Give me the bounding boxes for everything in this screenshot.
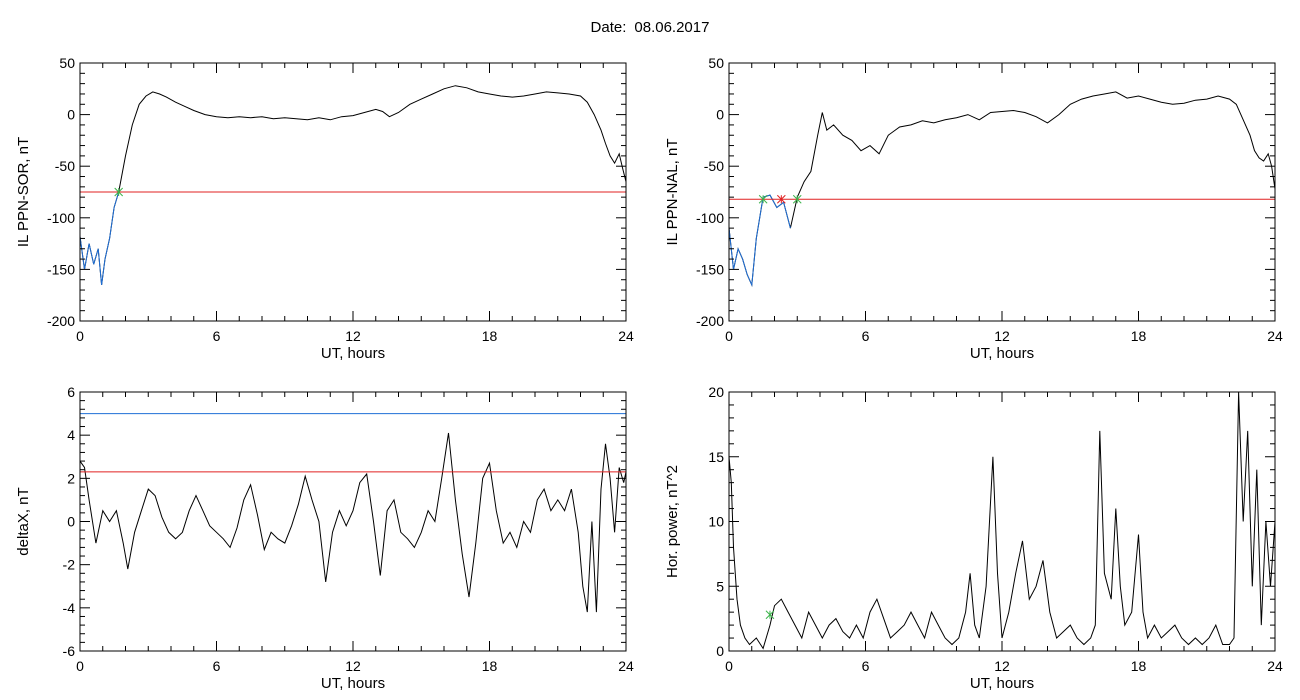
y-axis-label: IL PPN-NAL, nT bbox=[664, 139, 681, 246]
date-value: 08.06.2017 bbox=[634, 19, 710, 36]
series-line-0 bbox=[729, 91, 1275, 287]
x-tick-label: 12 bbox=[345, 658, 361, 674]
y-tick-label: -50 bbox=[55, 158, 75, 174]
x-tick-label: 18 bbox=[1131, 658, 1147, 674]
panel-il-ppn-nal: 0 6 12 18 24 -200 -150 -100 -50 0 50 UT, hours IL PP… bbox=[664, 55, 1283, 362]
y-tick-label: -6 bbox=[63, 643, 76, 659]
y-tick-label: 6 bbox=[67, 384, 75, 400]
series-line-0 bbox=[80, 85, 626, 285]
series-line-0 bbox=[80, 432, 626, 613]
marker-0 bbox=[765, 610, 775, 620]
x-tick-label: 18 bbox=[1131, 328, 1147, 344]
y-axis-label: IL PPN-SOR, nT bbox=[15, 137, 32, 247]
x-tick-label: 24 bbox=[1267, 658, 1283, 674]
y-tick-label: -100 bbox=[47, 210, 75, 226]
panel-il-ppn-sor: 0 6 12 18 24 -200 -150 -100 -50 0 50 UT, hours IL PP… bbox=[15, 55, 634, 362]
y-tick-label: 15 bbox=[708, 449, 724, 465]
series-line-0 bbox=[729, 392, 1275, 650]
y-tick-label: 0 bbox=[716, 107, 724, 123]
series-group bbox=[729, 91, 1275, 287]
y-tick-label: 4 bbox=[67, 427, 75, 443]
marker-1 bbox=[776, 194, 786, 204]
y-tick-label: 10 bbox=[708, 514, 724, 530]
series-group bbox=[80, 413, 626, 613]
x-tick-label: 24 bbox=[1267, 328, 1283, 344]
series-group bbox=[80, 85, 626, 285]
marker-0 bbox=[114, 187, 124, 197]
marker-0 bbox=[758, 194, 768, 204]
x-tick-label: 6 bbox=[862, 658, 870, 674]
x-axis-label: UT, hours bbox=[321, 345, 385, 362]
y-tick-label: -200 bbox=[696, 313, 724, 329]
x-tick-label: 12 bbox=[345, 328, 361, 344]
y-tick-label: 50 bbox=[59, 55, 75, 71]
y-axis-label: Hor. power, nT^2 bbox=[664, 465, 681, 578]
series-group bbox=[729, 392, 1275, 650]
x-tick-label: 24 bbox=[618, 658, 634, 674]
y-tick-label: -50 bbox=[704, 158, 724, 174]
x-tick-label: 6 bbox=[213, 328, 221, 344]
x-tick-label: 18 bbox=[482, 658, 498, 674]
x-tick-label: 0 bbox=[725, 658, 733, 674]
x-axis-label: UT, hours bbox=[970, 345, 1034, 362]
x-tick-label: 0 bbox=[725, 328, 733, 344]
x-tick-label: 0 bbox=[76, 328, 84, 344]
chart-title: Date: 08.06.2017 bbox=[0, 19, 1300, 36]
y-tick-label: -200 bbox=[47, 313, 75, 329]
x-tick-label: 6 bbox=[862, 328, 870, 344]
marker-2 bbox=[792, 194, 802, 204]
x-tick-label: 0 bbox=[76, 658, 84, 674]
y-tick-label: 0 bbox=[716, 643, 724, 659]
x-tick-label: 12 bbox=[994, 658, 1010, 674]
y-tick-label: -150 bbox=[47, 261, 75, 277]
x-axis-label: UT, hours bbox=[970, 675, 1034, 692]
series-line-1 bbox=[729, 194, 791, 287]
series-line-1 bbox=[80, 191, 120, 285]
date-label: Date: bbox=[590, 19, 627, 36]
plot-frame bbox=[728, 391, 1276, 652]
x-tick-label: 6 bbox=[213, 658, 221, 674]
plot-frame bbox=[728, 62, 1276, 322]
x-tick-label: 12 bbox=[994, 328, 1010, 344]
y-tick-label: -100 bbox=[696, 210, 724, 226]
plot-frame bbox=[79, 391, 627, 652]
y-tick-label: 2 bbox=[67, 470, 75, 486]
y-axis-label: deltaX, nT bbox=[15, 487, 32, 555]
panel-hor-power: 0 6 12 18 24 0 5 10 15 20 UT, hours Hor. power, nT^… bbox=[664, 384, 1283, 692]
y-tick-label: -2 bbox=[63, 557, 76, 573]
y-tick-label: 0 bbox=[67, 107, 75, 123]
y-tick-label: -4 bbox=[63, 600, 76, 616]
x-tick-label: 24 bbox=[618, 328, 634, 344]
y-tick-label: 20 bbox=[708, 384, 724, 400]
x-tick-label: 18 bbox=[482, 328, 498, 344]
y-tick-label: 0 bbox=[67, 514, 75, 530]
y-tick-label: 50 bbox=[708, 55, 724, 71]
y-tick-label: 5 bbox=[716, 578, 724, 594]
x-axis-label: UT, hours bbox=[321, 675, 385, 692]
y-tick-label: -150 bbox=[696, 261, 724, 277]
